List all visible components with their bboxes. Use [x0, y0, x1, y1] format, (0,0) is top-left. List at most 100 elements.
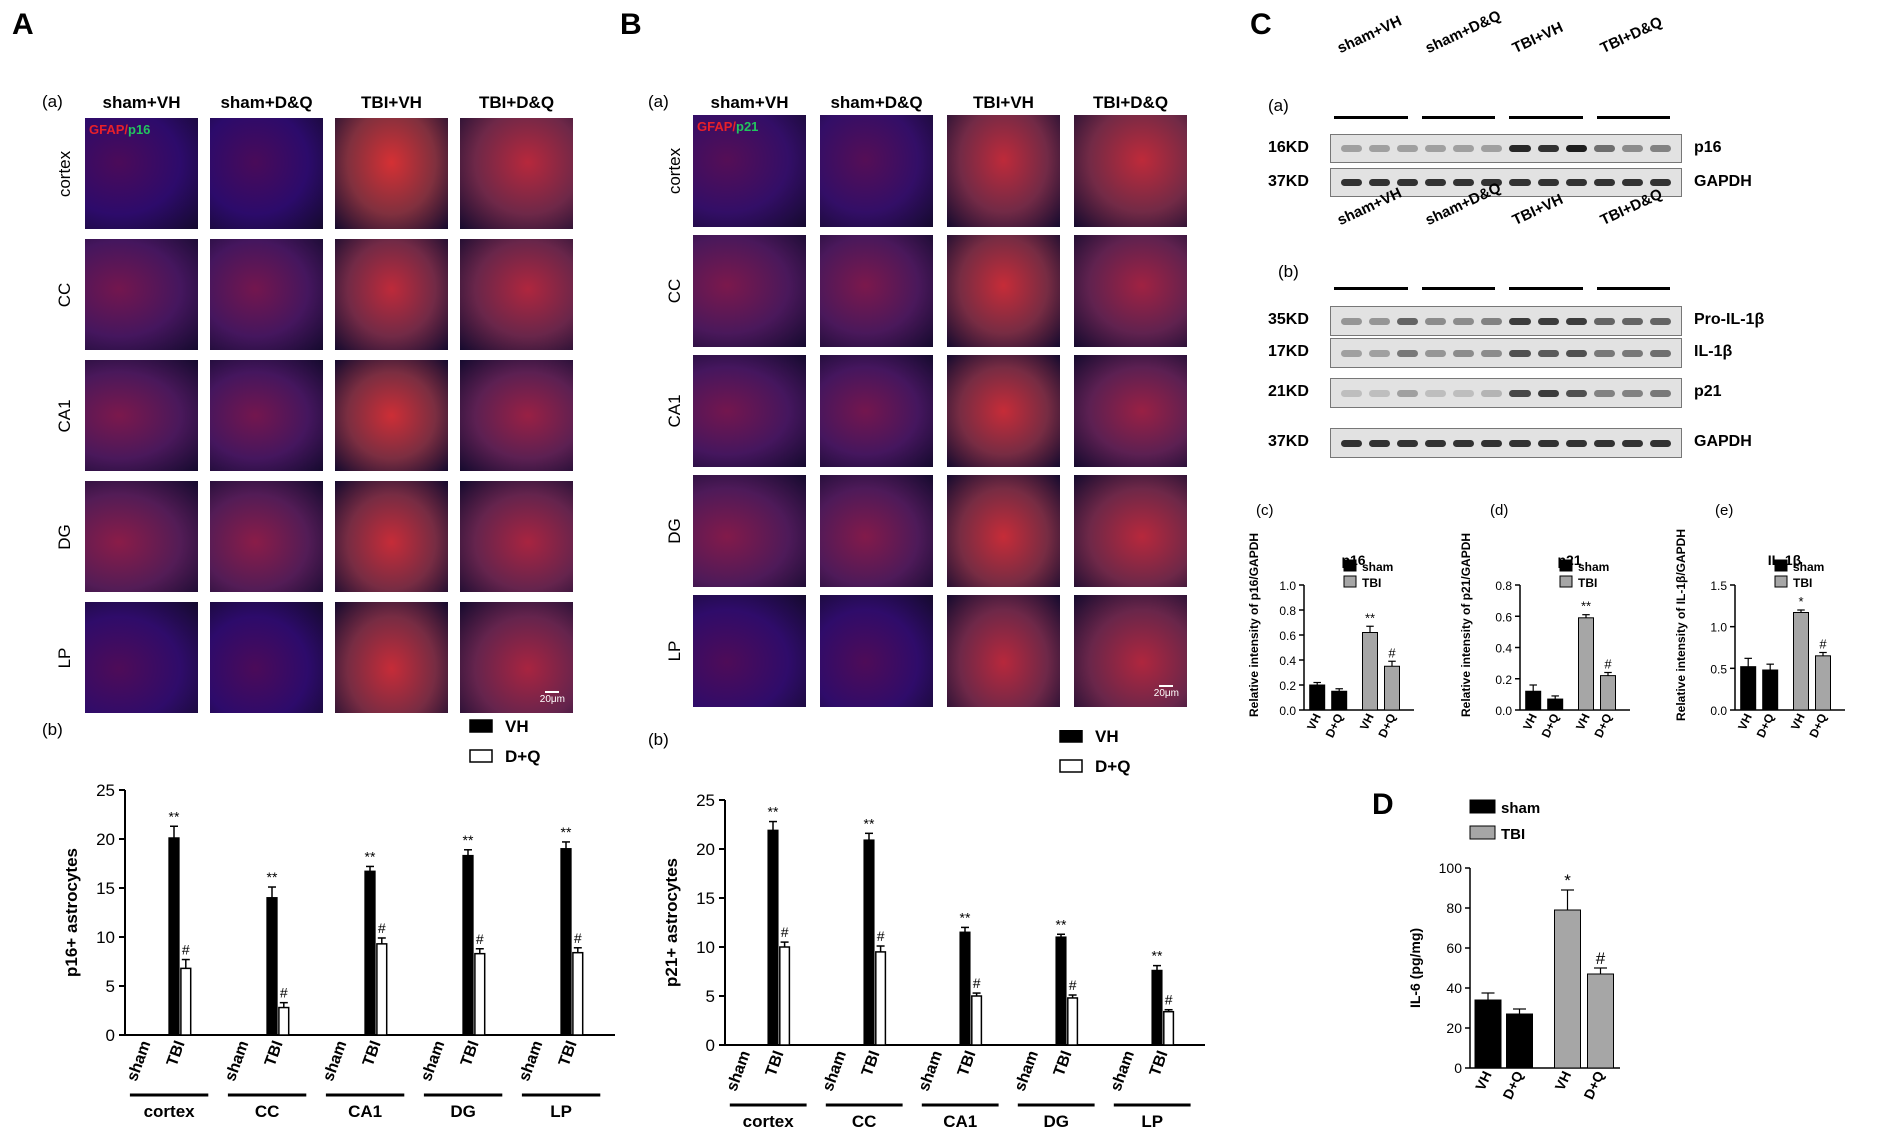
chart-a-x-label-sham: sham	[516, 1039, 546, 1084]
chart-a-sig-mark: **	[267, 869, 278, 885]
chart-c-c-y-tick-label: 0.4	[1279, 654, 1296, 668]
panel-a-col-header: TBI+D&Q	[478, 93, 555, 112]
chart-a-bar-vh	[462, 854, 474, 1036]
chart-a-x-label-tbi: TBI	[262, 1039, 287, 1069]
chart-c-c-legend-label: TBI	[1362, 576, 1381, 590]
chart-b-legend-label: D+Q	[1095, 757, 1130, 776]
chart-a-sig-mark: **	[169, 808, 180, 824]
chart-b-y-tick-label: 5	[706, 987, 715, 1006]
blot-a-group-line	[1509, 116, 1583, 119]
blot-b-band	[1481, 349, 1503, 357]
chart-b-bar-vh	[767, 829, 779, 1046]
blot-b-protein-label: p21	[1694, 383, 1722, 400]
blot-a-band	[1453, 179, 1475, 186]
blot-b-band	[1340, 317, 1362, 325]
panel-b-micrograph: 20μm	[1074, 595, 1187, 707]
chart-b-legend-swatch	[1059, 759, 1083, 773]
panel-a-row-label: LP	[55, 647, 74, 668]
chart-d-x-label: D+Q	[1580, 1068, 1607, 1101]
panel-a-micrograph	[85, 239, 198, 350]
blot-a-band	[1509, 179, 1531, 186]
blot-b-band	[1396, 317, 1418, 325]
panel-b-scale-bar-text: 20μm	[1153, 688, 1179, 699]
chart-c-d-y-label: Relative intensity of p21/GAPDH	[1460, 533, 1473, 717]
chart-c-e-y-tick-label: 1.5	[1710, 579, 1727, 593]
chart-a-sig-mark: **	[463, 832, 474, 848]
chart-b-y-tick-label: 10	[696, 938, 715, 957]
chart-b-x-label-sham: sham	[1108, 1049, 1138, 1094]
blot-b-band-row	[1331, 339, 1681, 367]
panel-b-col-header: TBI+VH	[973, 93, 1034, 112]
panel-b-micrograph	[820, 115, 933, 227]
blot-b-band	[1537, 317, 1559, 325]
chart-c-d-legend-label: sham	[1578, 560, 1609, 574]
chart-c-d-legend-swatch	[1559, 559, 1573, 572]
blot-a-blot-strip	[1330, 134, 1682, 163]
panel-b-sub-a: (a)	[648, 92, 669, 111]
blot-b-band	[1509, 317, 1531, 325]
chart-a-legend-label: VH	[505, 717, 529, 736]
panel-letter-a: A	[12, 8, 34, 41]
panel-b-micrograph	[1074, 115, 1187, 227]
chart-b-sig-mark: **	[768, 804, 779, 820]
panel-b-col-header: sham+D&Q	[830, 93, 923, 112]
blot-b-group-line	[1334, 287, 1408, 290]
blot-b-band	[1509, 389, 1531, 397]
panel-a-scale-bar-text: 20μm	[539, 694, 565, 705]
blot-b-band	[1368, 317, 1390, 325]
blot-b-band	[1650, 439, 1672, 447]
chart-d-sig-mark: #	[1596, 949, 1606, 968]
chart-c-e-sig-mark: #	[1819, 637, 1827, 652]
blot-b-band	[1481, 389, 1503, 397]
chart-c-d-legend-label: TBI	[1578, 576, 1597, 590]
blot-b-band	[1396, 439, 1418, 447]
panel-a-micrograph	[85, 602, 198, 713]
panel-a-micrograph	[335, 481, 448, 592]
panel-b-stain-label: GFAP/p21	[697, 119, 758, 134]
chart-c-e-legend-swatch	[1774, 559, 1788, 572]
blot-b-band-row	[1331, 379, 1681, 407]
chart-d-y-tick-label: 0	[1454, 1060, 1462, 1076]
panel-a-micrograph	[210, 360, 323, 471]
chart-b-bar-dq	[779, 946, 791, 1046]
panel-b-scale-bar: 20μm	[1154, 685, 1179, 699]
blot-a-band	[1537, 145, 1559, 152]
chart-c-c-bar	[1309, 684, 1326, 711]
blot-b-protein-label: Pro-IL-1β	[1694, 311, 1765, 328]
panel-a-stain-label: GFAP/p16	[89, 122, 150, 137]
chart-d-y-tick-label: 40	[1446, 980, 1462, 996]
panel-a-micrograph: 20μm	[460, 602, 573, 713]
blot-b-band	[1650, 317, 1672, 325]
chart-b-x-label-tbi: TBI	[1147, 1049, 1172, 1079]
panel-b-row-label: DG	[665, 518, 684, 544]
blot-b-band	[1650, 349, 1672, 357]
chart-c-d-bar	[1547, 698, 1564, 711]
blot-b-band	[1453, 389, 1475, 397]
blot-a-band	[1396, 179, 1418, 186]
chart-b-x-label-tbi: TBI	[955, 1049, 980, 1079]
chart-b-legend-label: VH	[1095, 730, 1119, 746]
blot-a-band	[1368, 179, 1390, 186]
chart-d-y-tick-label: 20	[1446, 1020, 1462, 1036]
panel-b-micrograph: GFAP/p21	[693, 115, 806, 227]
chart-d-legend-swatch	[1469, 799, 1496, 814]
chart-c-c-sub-label: (c)	[1256, 502, 1274, 519]
blot-a-band	[1424, 179, 1447, 186]
chart-a-bar-dq	[376, 943, 388, 1036]
blot-a-protein-label: p16	[1694, 138, 1722, 156]
blot-a-band	[1593, 145, 1616, 152]
chart-c-e-legend-label: TBI	[1793, 576, 1812, 590]
chart-a-x-label-sham: sham	[320, 1039, 350, 1084]
chart-a-region-label: DG	[450, 1102, 476, 1121]
chart-b-bar-dq	[1163, 1010, 1175, 1046]
blot-b-blot-strip	[1330, 338, 1682, 368]
blot-b-band	[1509, 349, 1531, 357]
blot-b-band	[1650, 389, 1672, 397]
chart-b-sig-mark: #	[973, 975, 981, 991]
panel-b-micrograph	[820, 235, 933, 347]
panel-b-micrograph	[1074, 355, 1187, 467]
chart-c-e-x-label: VH	[1735, 711, 1755, 732]
chart-c-e-y-tick-label: 0.5	[1710, 662, 1727, 676]
chart-c-c-x-label: D+Q	[1375, 711, 1398, 740]
blot-a-band	[1424, 145, 1447, 152]
